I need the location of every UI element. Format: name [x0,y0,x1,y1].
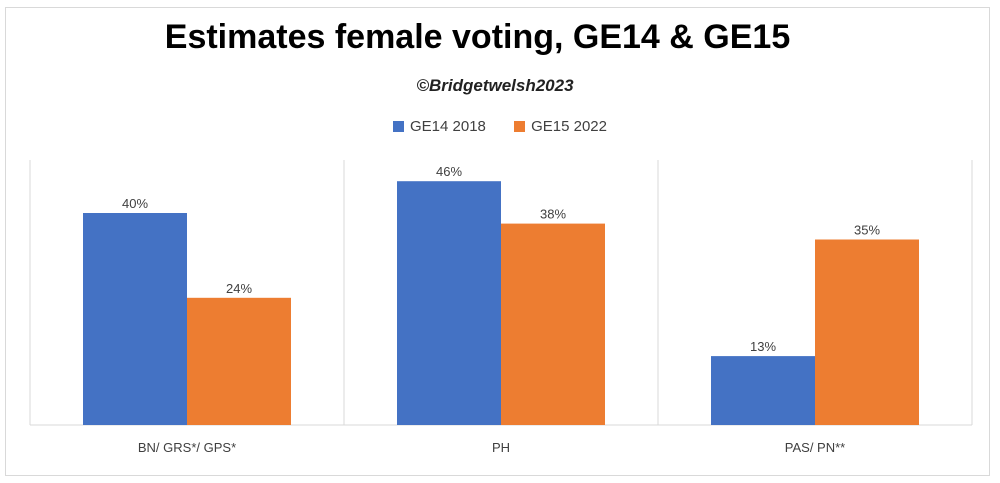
data-label: 46% [436,164,462,179]
bar-ge14 [83,213,187,425]
bar-ge15 [815,239,919,425]
legend: GE14 2018 GE15 2022 [0,118,1000,135]
data-label: 24% [226,281,252,296]
chart-frame [5,7,990,476]
data-label: 35% [854,223,880,238]
legend-item-ge15: GE15 2022 [514,118,607,135]
legend-item-ge14: GE14 2018 [393,118,486,135]
data-label: 13% [750,339,776,354]
category-label: PH [492,440,510,455]
bar-ge14 [397,181,501,425]
bar-ge15 [187,297,291,425]
chart-title: Estimates female voting, GE14 & GE15 [164,18,791,56]
bar-ge14 [711,356,815,425]
bar-ge15 [501,223,605,425]
legend-swatch-ge15 [514,121,526,132]
legend-label-ge14: GE14 2018 [410,118,486,135]
legend-swatch-ge14 [393,121,404,132]
data-label: 40% [122,196,148,211]
legend-label-ge15: GE15 2022 [531,118,607,135]
data-label: 38% [540,207,566,222]
chart-subtitle: ©Bridgetwelsh2023 [416,76,574,95]
category-label: PAS/ PN** [785,440,845,455]
category-label: BN/ GRS*/ GPS* [138,440,236,455]
